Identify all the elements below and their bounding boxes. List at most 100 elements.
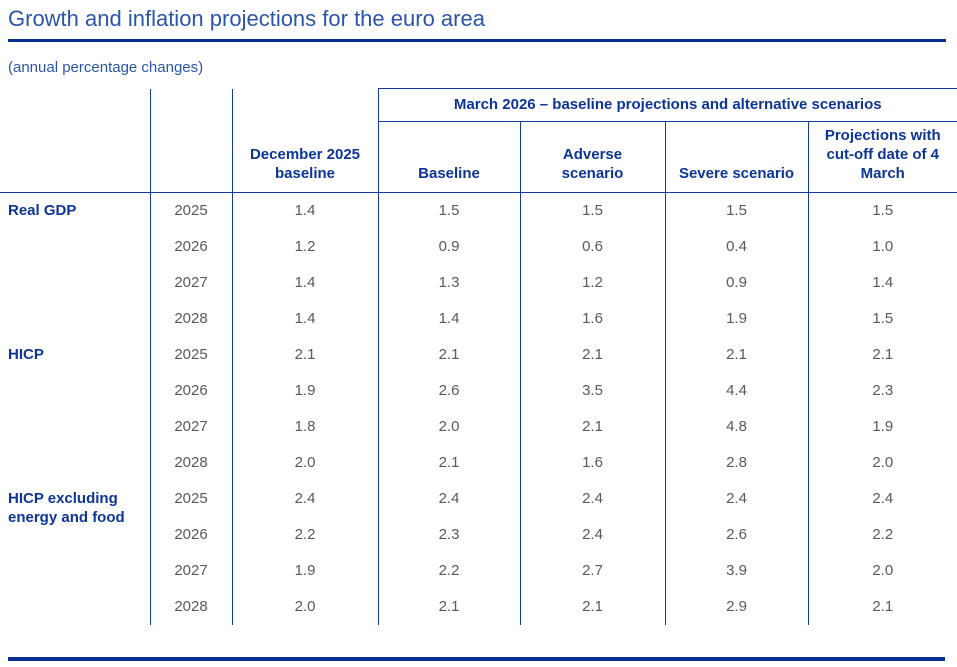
year-cell: 2028 [150,444,233,481]
value-cell: 1.4 [232,264,379,301]
value-cell: 1.2 [520,264,666,301]
row-label-hicp: HICP [0,336,151,481]
value-cell: 2.1 [378,588,521,625]
value-cell: 2.4 [520,480,666,517]
indicator-column-header [0,88,151,193]
value-cell: 1.0 [872,238,894,255]
table-row: 2027 1.4 1.3 1.2 0.9 1.4 [0,264,957,301]
year-cell: 2028 [150,300,233,337]
value-cell: 1.4 [378,300,521,337]
subtitle: (annual percentage changes) [8,59,204,76]
table-row: HICP excluding energy and food 2025 2.4 … [0,480,957,625]
title-divider [8,39,946,42]
value-cell: 2.9 [665,588,809,625]
value-cell: 2.2 [378,552,521,589]
value-cell: 2.0 [872,454,894,471]
value-cell: 1.4 [232,192,379,229]
value-cell: 1.9 [232,552,379,589]
table-row: 2026 1.2 0.9 0.6 0.4 1.0 [0,228,957,265]
value-cell: 0.4 [665,228,809,265]
value-cell: 2.4 [378,480,521,517]
column-header-december-baseline: December 2025 baseline [232,88,379,193]
year-cell: 2027 [150,552,233,589]
value-cell: 1.5 [872,310,894,327]
value-cell: 2.1 [378,444,521,481]
value-cell: 2.4 [232,480,379,517]
column-header-cutoff-projections: Projections with cut-off date of 4 March [808,121,957,193]
row-label-hicp-excluding-energy-food: HICP excluding energy and food [0,480,151,625]
value-cell: 2.0 [378,408,521,445]
column-header-baseline: Baseline [378,121,521,193]
bottom-divider [8,656,945,661]
year-column-header [150,88,233,193]
year-cell: 2027 [150,264,233,301]
value-cell: 2.7 [520,552,666,589]
value-cell: 1.5 [520,192,666,229]
value-cell: 2.1 [872,346,894,363]
row-label-real-gdp: Real GDP [0,192,151,337]
page-title: Growth and inflation projections for the… [8,6,485,31]
value-cell: 1.5 [378,192,521,229]
value-cell: 2.6 [665,516,809,553]
value-cell: 1.6 [520,444,666,481]
value-cell: 1.9 [232,372,379,409]
value-cell: 1.6 [520,300,666,337]
table-row: 2028 1.4 1.4 1.6 1.9 1.5 [0,300,957,337]
value-cell: 2.2 [872,526,894,543]
table-row: 2026 2.2 2.3 2.4 2.6 2.2 [0,516,957,553]
value-cell: 2.1 [520,408,666,445]
value-cell: 2.3 [378,516,521,553]
value-cell: 4.8 [665,408,809,445]
value-cell: 2.1 [872,598,894,615]
value-cell: 1.4 [232,300,379,337]
value-cell: 2.0 [872,562,894,579]
value-cell: 1.2 [232,228,379,265]
value-cell: 2.1 [665,336,809,373]
value-cell: 2.6 [378,372,521,409]
projections-table: December 2025 baseline March 2026 – base… [0,88,957,625]
value-cell: 2.1 [520,336,666,373]
value-cell: 2.1 [378,336,521,373]
year-cell: 2026 [150,372,233,409]
value-cell: 2.0 [232,444,379,481]
table-row: HICP 2025 2.1 2.1 2.1 2.1 2.1 [0,336,957,481]
value-cell: 1.9 [665,300,809,337]
column-header-adverse-scenario: Adverse scenario [520,121,666,193]
value-cell: 1.9 [872,418,894,435]
value-cell: 2.1 [520,588,666,625]
table-row: Real GDP 2025 1.4 1.5 1.5 1.5 1.5 [0,192,957,337]
value-cell: 1.5 [872,202,894,220]
value-cell: 2.4 [872,490,894,507]
year-cell: 2025 [150,336,233,373]
value-cell: 0.6 [520,228,666,265]
year-cell: 2028 [150,588,233,625]
value-cell: 2.2 [232,516,379,553]
year-cell: 2025 [150,480,233,517]
value-cell: 1.5 [665,192,809,229]
value-cell: 3.9 [665,552,809,589]
year-cell: 2027 [150,408,233,445]
table-row: 2028 2.0 2.1 1.6 2.8 2.0 [0,444,957,481]
value-cell: 2.8 [665,444,809,481]
table-row: 2027 1.9 2.2 2.7 3.9 2.0 [0,552,957,589]
value-cell: 2.0 [232,588,379,625]
value-cell: 1.3 [378,264,521,301]
value-cell: 1.4 [872,274,894,291]
value-cell: 2.1 [232,336,379,373]
value-cell: 2.4 [520,516,666,553]
value-cell: 1.8 [232,408,379,445]
value-cell: 2.4 [665,480,809,517]
year-cell: 2026 [150,228,233,265]
column-header-adverse-label: Adverse scenario [561,146,624,182]
table-row: 2027 1.8 2.0 2.1 4.8 1.9 [0,408,957,445]
value-cell: 2.3 [872,382,894,399]
value-cell: 4.4 [665,372,809,409]
column-header-severe-scenario: Severe scenario [665,121,809,193]
year-cell: 2025 [150,192,233,229]
table-row: 2026 1.9 2.6 3.5 4.4 2.3 [0,372,957,409]
table-row: 2028 2.0 2.1 2.1 2.9 2.1 [0,588,957,625]
value-cell: 0.9 [378,228,521,265]
value-cell: 3.5 [520,372,666,409]
column-group-header-march-2026: March 2026 – baseline projections and al… [378,88,957,122]
year-cell: 2026 [150,516,233,553]
